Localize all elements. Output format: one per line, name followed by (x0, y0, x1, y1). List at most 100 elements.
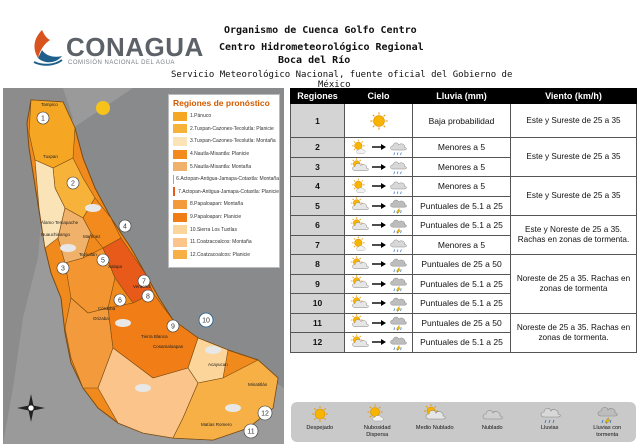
arrow-right-icon (371, 222, 386, 229)
legend-swatch (173, 149, 187, 159)
cloud-icon (85, 204, 101, 212)
region-number: 9 (290, 273, 345, 294)
legend-label: 10.Sierra Los Tuxtlas (190, 226, 237, 233)
thunderstorm-icon (389, 336, 407, 351)
map-region-number-12: 12 (261, 411, 269, 418)
sky-legend-label: Despejado (306, 425, 334, 431)
partly-cloudy-icon (423, 404, 446, 420)
sun-icon (311, 406, 328, 422)
rain-cell: Puntuales de 25 a 50 (412, 312, 511, 333)
map-city-label: Teziutlán (79, 252, 97, 257)
sky-legend-label: Nubosidad Dispersa (363, 425, 391, 438)
rain-icon (389, 181, 407, 194)
arrow-right-icon (371, 144, 386, 151)
partly-cloudy-icon (350, 255, 369, 269)
header-regiones: Regiones (290, 88, 345, 104)
map-city-label: Martínez (83, 234, 101, 239)
map-region-number-6: 6 (118, 298, 122, 305)
map-land-west (3, 88, 73, 444)
rain-cell: Baja probabilidad (412, 103, 511, 138)
legend-label: 1.Pánuco (190, 113, 212, 120)
rain-cell: Menores a 5 (412, 234, 511, 255)
sky-legend-item-nubosidad-dispersa: Nubosidad Dispersa (353, 404, 401, 438)
legend-label: 4.Nautla-Misantla: Planicie (190, 151, 250, 158)
thunderstorm-icon (389, 278, 407, 293)
table-header-row: Regiones Cielo Lluvia (mm) Viento (km/h) (290, 88, 637, 104)
legend-item: 7.Actopan-Antigua-Jamapa-Cotaxtla: Plani… (169, 186, 279, 199)
map-region-number-1: 1 (41, 116, 45, 123)
thunderstorm-icon (389, 258, 407, 273)
thunderstorm-icon (389, 297, 407, 312)
sky-legend-item-lluvias: Lluvias (526, 404, 574, 432)
map-city-label: Matías Romero (201, 422, 232, 427)
legend-swatch (173, 225, 187, 235)
legend-item: 9.Papaloapan: Planicie (169, 211, 279, 224)
wind-cell: Noreste de 25 a 35. Rachas en zonas de t… (510, 312, 637, 353)
legend-swatch (173, 199, 187, 209)
legend-swatch (173, 111, 187, 121)
header-line-mexico: México (318, 80, 351, 90)
map-region-number-11: 11 (247, 429, 254, 436)
legend-label: 6.Actopan-Antigua-Jamapa-Cotaxtla: Monta… (176, 176, 279, 183)
legend-swatch (173, 212, 187, 222)
arrow-right-icon (371, 339, 386, 346)
legend-label: 5.Nautla-Misantla: Montaña (190, 163, 252, 170)
rain-icon (540, 408, 561, 424)
region-number: 12 (290, 332, 345, 353)
legend-item: 8.Papaloapan: Montaña (169, 198, 279, 211)
map-city-label: Cosamaloapan (153, 344, 184, 349)
legend-swatch (173, 237, 187, 247)
map-weather-icons (54, 101, 241, 412)
rain-icon (389, 161, 407, 175)
rain-icon (389, 239, 407, 253)
map-city-label: Tuxpan (43, 154, 58, 159)
partly-cloudy-icon (350, 275, 369, 289)
sun-cloud-icon (351, 139, 365, 154)
logo-subtext: COMISIÓN NACIONAL DEL AGUA (68, 60, 175, 66)
table-row: 12 Puntuales de 5.1 a 25 (290, 332, 637, 353)
legend-item: 5.Nautla-Misantla: Montaña (169, 160, 279, 173)
conagua-emblem-icon (33, 30, 63, 66)
legend-label: 12.Coatzacoalcos: Planicie (190, 251, 251, 258)
region-number: 4 (290, 176, 345, 197)
wind-cell: Noreste de 25 a 35. Rachas en zonas de t… (510, 254, 637, 314)
arrow-right-icon (371, 261, 386, 268)
header-line-organismo: Organismo de Cuenca Golfo Centro (224, 25, 417, 36)
map-region-number-2: 2 (71, 181, 75, 188)
sky-cell (344, 103, 413, 138)
rain-cell: Puntuales de 5.1 a 25 (412, 195, 511, 216)
map-region-number-7: 7 (142, 279, 146, 286)
region-number: 6 (290, 215, 345, 236)
table-row: 2 Menores a 5 Este y Sureste de 25 a 35 (290, 137, 637, 177)
rain-cell: Puntuales de 5.1 a 25 (412, 293, 511, 314)
sky-legend-item-lluvias-tormenta: Lluvias con tormenta (583, 404, 631, 438)
legend-label: 8.Papaloapan: Montaña (190, 201, 244, 208)
map-region-number-5: 5 (101, 258, 105, 265)
sky-legend-item-medio-nublado: Medio Nublado (411, 404, 459, 432)
sky-cell (344, 234, 413, 255)
rain-cell: Puntuales de 25 a 50 (412, 254, 511, 275)
legend-label: 2.Tuxpan-Cazones-Tecolutla: Planicie (190, 125, 274, 132)
map-city-label: Xalapa (108, 264, 123, 269)
thunderstorm-icon (597, 407, 618, 424)
partly-cloudy-icon (350, 294, 369, 308)
cloud-icon (60, 244, 76, 252)
compass-rose-icon (17, 394, 45, 422)
header-line-servicio: Servicio Meteorológico Nacional, fuente … (171, 70, 513, 80)
legend-label: 9.Papaloapan: Planicie (190, 214, 242, 221)
legend-item: 10.Sierra Los Tuxtlas (169, 223, 279, 236)
legend-item: 11.Coatzacoalcos: Montaña (169, 236, 279, 249)
sky-legend-item-nublado: Nublado (468, 404, 516, 432)
legend-label: 3.Tuxpan-Cazones-Tecolutla: Montaña (190, 138, 276, 145)
rain-cell: Puntuales de 5.1 a 25 (412, 332, 511, 353)
region-number: 10 (290, 293, 345, 314)
arrow-right-icon (371, 163, 386, 170)
legend-item: 6.Actopan-Antigua-Jamapa-Cotaxtla: Monta… (169, 173, 279, 186)
cloud-icon (135, 384, 151, 392)
sun-icon (96, 101, 110, 115)
map-region-number-10: 10 (202, 318, 210, 325)
rain-cell: Menores a 5 (412, 176, 511, 197)
arrow-right-icon (371, 300, 386, 307)
region-number: 2 (290, 137, 345, 158)
rain-cell: Puntuales de 5.1 a 25 (412, 273, 511, 294)
